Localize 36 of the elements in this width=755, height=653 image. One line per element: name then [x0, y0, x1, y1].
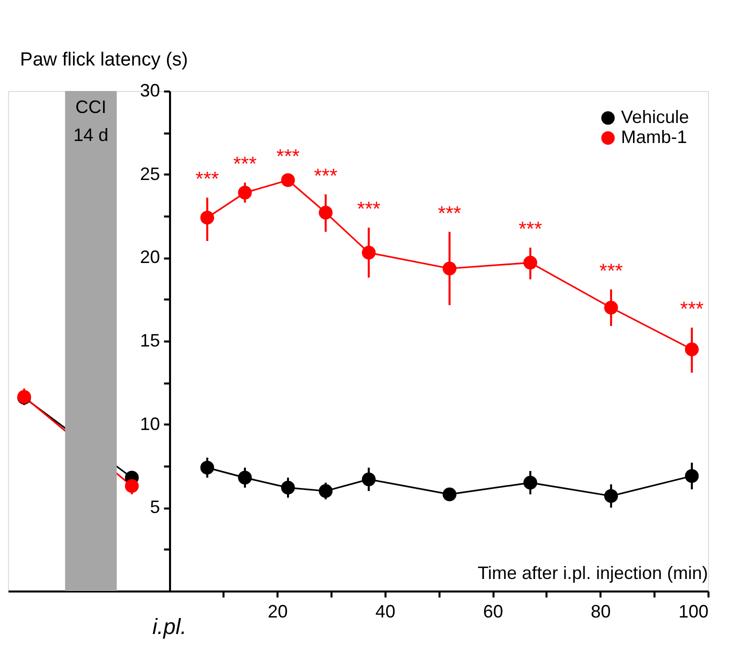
- y-tick-label: 20: [140, 247, 160, 268]
- annotation: ***: [196, 168, 220, 191]
- annotation: ***: [438, 202, 462, 225]
- point: [684, 342, 699, 356]
- x-axis-title: Time after i.pl. injection (min): [478, 563, 708, 583]
- annotation: ***: [599, 260, 623, 282]
- y-tick-label: 10: [140, 414, 160, 434]
- point: [604, 300, 618, 315]
- point: [238, 186, 252, 200]
- annotation: ***: [233, 154, 257, 176]
- x-tick-label: 40: [375, 602, 396, 622]
- band-label: CCI: [75, 97, 106, 117]
- annotation: ***: [680, 298, 704, 321]
- y-tick-label: 25: [140, 164, 160, 184]
- y-axis-title: Paw flick latency (s): [20, 50, 188, 70]
- point: [362, 246, 376, 260]
- point: [442, 262, 456, 276]
- point: [318, 206, 333, 220]
- point: [281, 173, 295, 188]
- point: [523, 256, 538, 270]
- y-tick-label: 30: [140, 80, 160, 100]
- annotation: ***: [357, 198, 381, 221]
- y-tick-label: 15: [140, 330, 160, 350]
- y-tick-label: 5: [150, 497, 160, 518]
- x-tick-label: 80: [590, 602, 611, 622]
- annotation: ***: [314, 165, 338, 188]
- text: i.pl.: [152, 614, 187, 639]
- x-tick-label: 20: [268, 602, 288, 622]
- annotation: ***: [276, 146, 300, 168]
- annotation: ***: [518, 218, 542, 241]
- x-tick-label: 100: [678, 602, 708, 622]
- point: [200, 210, 214, 225]
- legend-label: Vehicule: [621, 107, 690, 127]
- annotation: 14 d: [73, 125, 108, 145]
- x-tick-label: 60: [483, 602, 504, 622]
- legend-label: Mamb-1: [621, 127, 688, 147]
